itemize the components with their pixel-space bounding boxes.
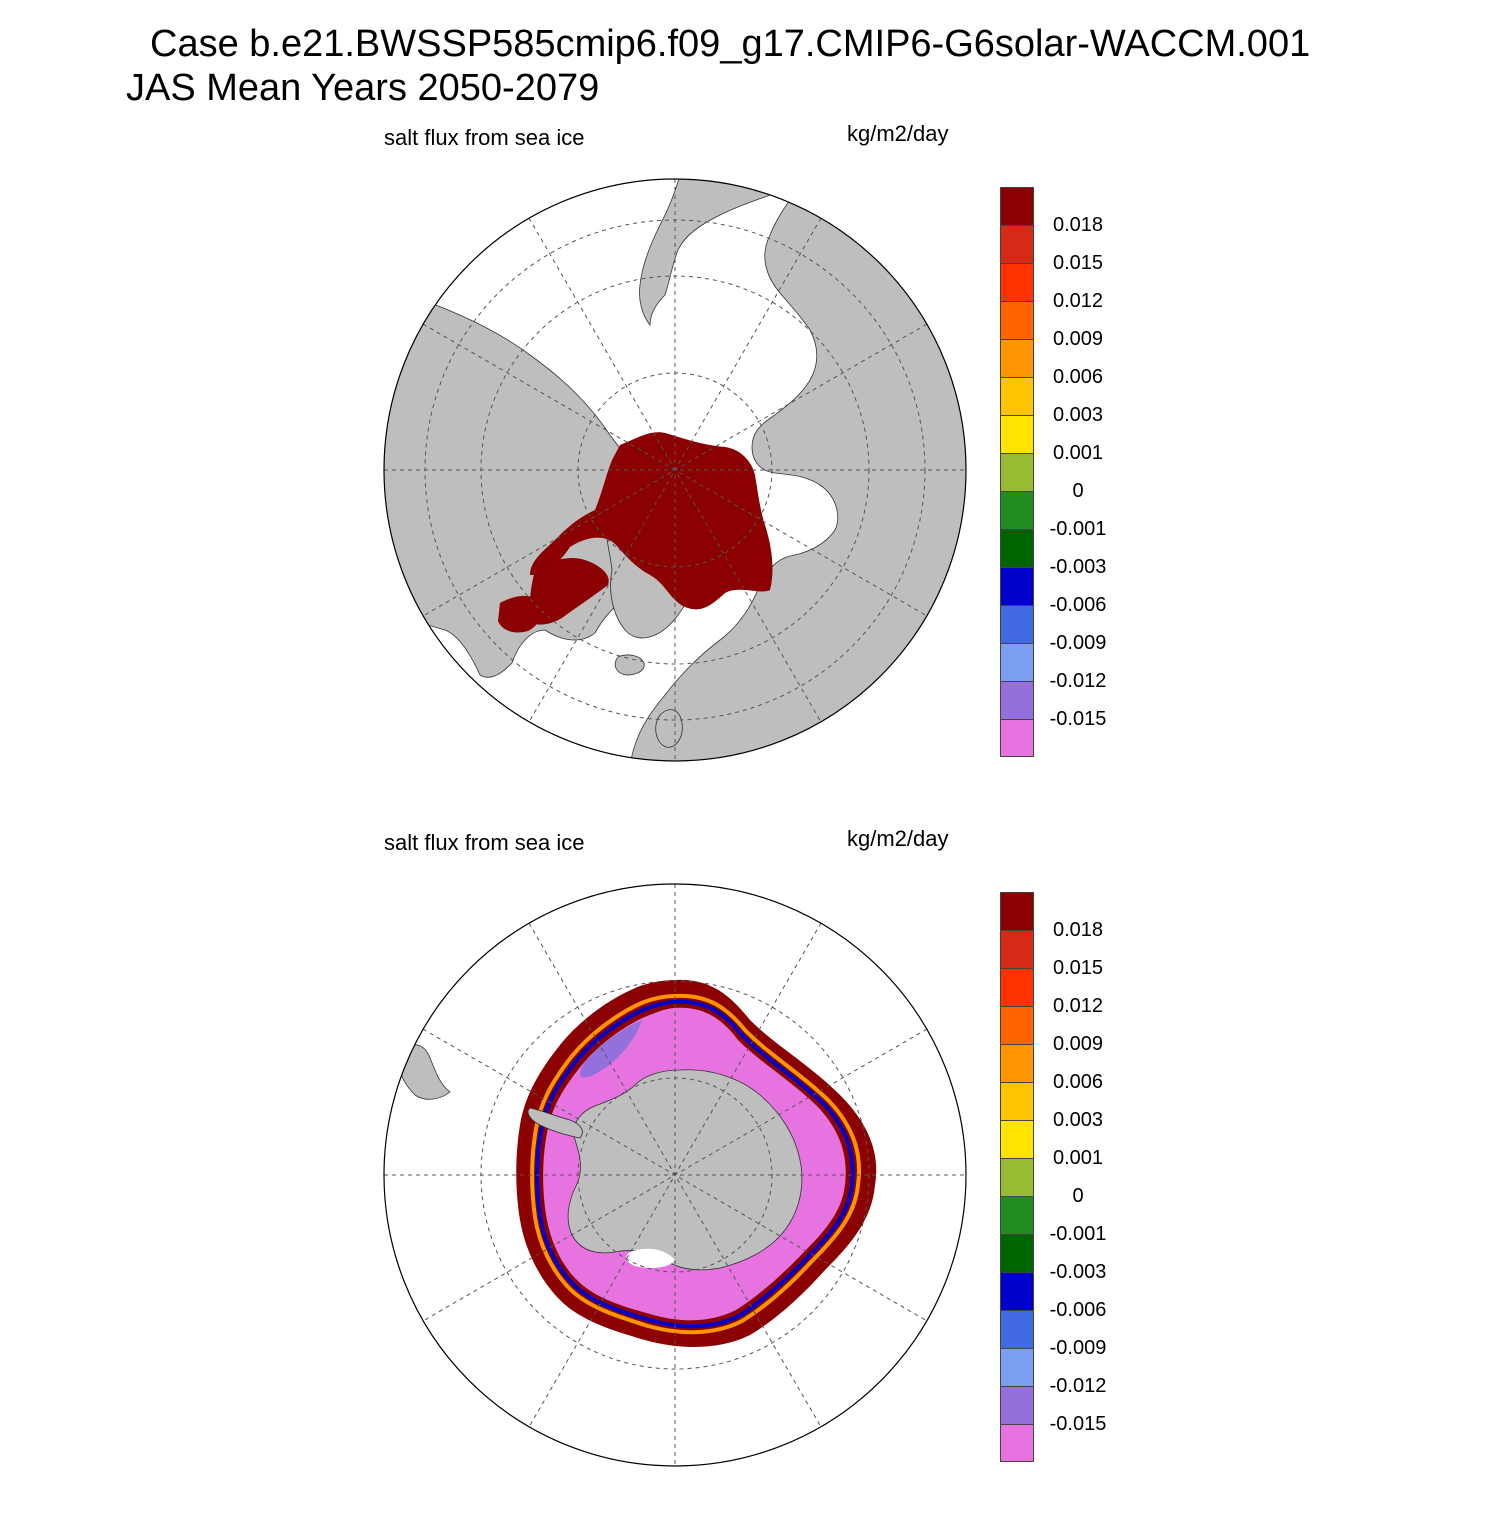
colorbar-swatch: [1000, 1310, 1034, 1348]
colorbar-swatch: [1000, 339, 1034, 377]
colorbar-swatch: [1000, 1234, 1034, 1272]
map-border: [383, 178, 967, 762]
land-antarctic-peninsula: [527, 1107, 583, 1139]
colorbar-tick-label: -0.015: [1049, 708, 1107, 730]
graticule: [384, 179, 966, 761]
colorbar-swatch: [1000, 1348, 1034, 1386]
colorbar-tick-label: -0.012: [1049, 670, 1107, 692]
colorbar-swatch: [1000, 415, 1034, 453]
colorbar-swatch: [1000, 1158, 1034, 1196]
colorbar-labels: 0.018 0.015 0.012 0.009 0.006 0.003 0.001 0 -0.0…: [1040, 187, 1130, 757]
colorbar-swatch: [1000, 1082, 1034, 1120]
colorbar-swatch: [1000, 567, 1034, 605]
colorbar-tick-label: -0.003: [1049, 1261, 1107, 1283]
colorbar-tick-label: -0.006: [1049, 594, 1107, 616]
colorbar-tick-label: 0.018: [1052, 214, 1104, 236]
colorbar-swatch: [1000, 719, 1034, 757]
colorbar-swatch: [1000, 263, 1034, 301]
colorbar-tick-label: -0.015: [1049, 1413, 1107, 1435]
colorbar-tick-label: -0.001: [1049, 518, 1107, 540]
colorbar-tick-label: 0.001: [1052, 442, 1104, 464]
sea-ice-hudson-bay: [498, 595, 542, 633]
colorbar-swatch: [1000, 1006, 1034, 1044]
graticule: [384, 884, 966, 1466]
north-polar-panel: salt flux from sea ice kg/m2/day: [0, 115, 1500, 815]
colorbar-tick-label: 0.006: [1052, 1071, 1104, 1093]
colorbar-swatch: [1000, 377, 1034, 415]
colorbar-swatch: [1000, 930, 1034, 968]
colorbar-swatch: [1000, 453, 1034, 491]
colorbar-swatch: [1000, 1424, 1034, 1462]
colorbar-tick-label: -0.012: [1049, 1375, 1107, 1397]
colorbar-swatch: [1000, 529, 1034, 567]
colorbar-tick-label: 0.015: [1052, 252, 1104, 274]
map-border: [383, 883, 967, 1467]
sea-ice-archipelago: [529, 558, 609, 625]
colorbar-tick-label: 0.003: [1052, 404, 1104, 426]
south-polar-map: [383, 883, 967, 1467]
colorbar-labels: 0.018 0.015 0.012 0.009 0.006 0.003 0.001 0 -0.0…: [1040, 892, 1130, 1462]
sea-ice-purple-patch: [580, 1020, 642, 1078]
land-british-isles: [655, 709, 683, 748]
colorbar-swatch: [1000, 1386, 1034, 1424]
sea-ice-salt-flux-region: [530, 432, 773, 610]
colorbar-tick-label: 0.003: [1052, 1109, 1104, 1131]
colorbar-swatch: [1000, 225, 1034, 263]
colorbar-tick-label: 0.009: [1052, 328, 1104, 350]
colorbar-swatch: [1000, 968, 1034, 1006]
figure-title-period: JAS Mean Years 2050-2079: [126, 67, 600, 109]
colorbar-tick-label: -0.009: [1049, 1337, 1107, 1359]
south-polar-panel: salt flux from sea ice kg/m2/day: [0, 820, 1500, 1520]
colorbar-tick-label: 0.012: [1052, 995, 1104, 1017]
colorbar-tick-label: 0.012: [1052, 290, 1104, 312]
colorbar-tick-label: -0.001: [1049, 1223, 1107, 1245]
units-label: kg/m2/day: [847, 826, 949, 851]
colorbar: [1000, 187, 1036, 757]
colorbar-swatch: [1000, 605, 1034, 643]
colorbar-swatch: [1000, 1196, 1034, 1234]
colorbar: [1000, 892, 1036, 1462]
colorbar-tick-label: 0.001: [1052, 1147, 1104, 1169]
variable-label: salt flux from sea ice: [384, 830, 585, 855]
variable-label: salt flux from sea ice: [384, 125, 585, 150]
colorbar-swatch: [1000, 1272, 1034, 1310]
colorbar-tick-label: 0.018: [1052, 919, 1104, 941]
colorbar-swatch: [1000, 1044, 1034, 1082]
ice-shelf-ross: [626, 1248, 675, 1268]
colorbar-swatch: [1000, 301, 1034, 339]
land-antarctica: [567, 1069, 803, 1271]
land-south-america: [398, 1044, 451, 1100]
colorbar-tick-label: 0: [1072, 1185, 1084, 1207]
colorbar-tick-label: -0.003: [1049, 556, 1107, 578]
colorbar-swatch: [1000, 643, 1034, 681]
north-polar-map: [383, 178, 967, 762]
sea-ice-transition-ring: [530, 993, 862, 1335]
colorbar-tick-label: 0.015: [1052, 957, 1104, 979]
sea-ice-negative-ring: [535, 999, 855, 1329]
colorbar-tick-label: 0.009: [1052, 1033, 1104, 1055]
figure-title-case: Case b.e21.BWSSP585cmip6.f09_g17.CMIP6-G…: [150, 23, 1311, 65]
colorbar-tick-label: 0.006: [1052, 366, 1104, 388]
colorbar-swatch: [1000, 491, 1034, 529]
colorbar-tick-label: -0.009: [1049, 632, 1107, 654]
land-iceland: [614, 654, 645, 676]
colorbar-swatch: [1000, 892, 1034, 930]
colorbar-swatch: [1000, 187, 1034, 225]
colorbar-tick-label: -0.006: [1049, 1299, 1107, 1321]
colorbar-swatch: [1000, 1120, 1034, 1158]
colorbar-tick-label: 0: [1072, 480, 1084, 502]
units-label: kg/m2/day: [847, 121, 949, 146]
colorbar-swatch: [1000, 681, 1034, 719]
